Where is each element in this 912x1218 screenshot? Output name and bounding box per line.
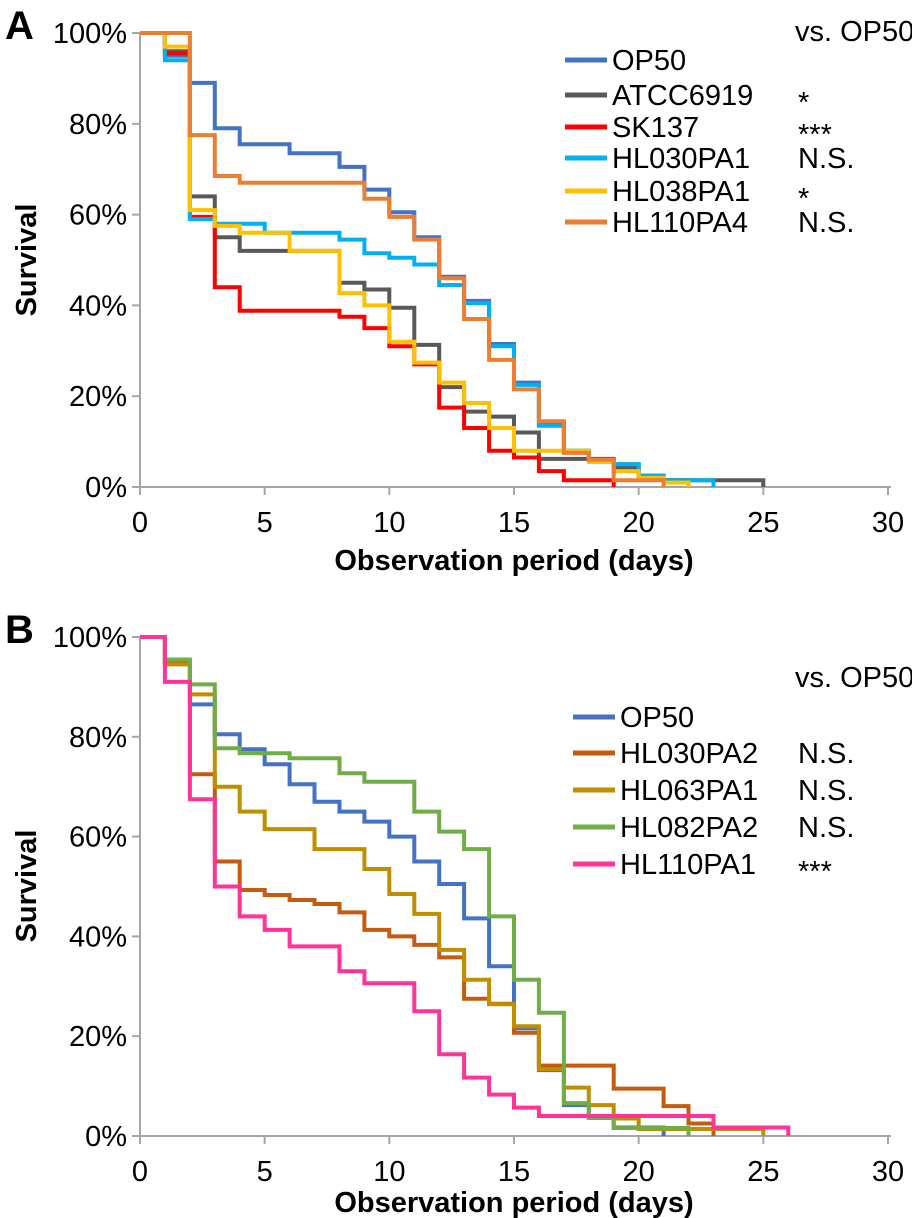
legend-OP50-label: OP50 — [612, 45, 686, 77]
y-tick-label: 40% — [69, 290, 127, 322]
legend-HL038PA1-significance: * — [798, 183, 809, 215]
panel-B: 0% 20% 40% 60% 80% 100% 0 5 10 15 20 25 30 Observatio… — [11, 622, 912, 1218]
y-tick-label: 100% — [53, 18, 127, 50]
y-axis-title: Survival — [11, 204, 43, 317]
x-tick-label: 15 — [498, 1156, 530, 1188]
legend-OP50-label: OP50 — [620, 702, 694, 734]
x-tick-label: 10 — [373, 507, 405, 539]
legend-HL082PA2-significance: N.S. — [798, 812, 854, 844]
legend-HL110PA1-significance: *** — [798, 856, 832, 888]
x-axis-title: Observation period (days) — [334, 1187, 693, 1218]
x-tick-label: 15 — [498, 507, 530, 539]
comparison-note: vs. OP50 — [795, 662, 912, 694]
y-tick-label: 20% — [69, 381, 127, 413]
x-tick-label: 20 — [623, 507, 655, 539]
axis-lines — [139, 637, 891, 1137]
y-tick-label: 60% — [69, 200, 127, 232]
y-tick-label: 80% — [69, 109, 127, 141]
x-tick-label: 30 — [872, 1156, 904, 1188]
y-tick-label: 0% — [85, 1121, 127, 1153]
x-tick-label: 0 — [132, 507, 148, 539]
comparison-note: vs. OP50 — [795, 16, 912, 48]
series-HL030PA2-curve — [140, 635, 716, 1136]
y-tick-label: 100% — [53, 622, 127, 654]
legend-SK137-significance: *** — [798, 119, 832, 151]
x-tick-label: 25 — [747, 507, 779, 539]
legend-HL110PA1-label: HL110PA1 — [620, 849, 756, 881]
legend-HL110PA4-label: HL110PA4 — [612, 207, 748, 239]
legend-HL110PA4-significance: N.S. — [798, 207, 854, 239]
y-tick-label: 0% — [85, 472, 127, 504]
y-tick-label: 60% — [69, 822, 127, 854]
legend-HL030PA2-label: HL030PA2 — [620, 738, 758, 770]
legend-HL082PA2-label: HL082PA2 — [620, 812, 758, 844]
y-tick-label: 40% — [69, 921, 127, 953]
x-tick-label: 20 — [623, 1156, 655, 1188]
panel-b-letter: B — [5, 608, 34, 652]
legend-HL063PA1-label: HL063PA1 — [620, 775, 758, 807]
series-HL082PA2-curve — [140, 635, 691, 1136]
series-SK137-curve — [140, 31, 616, 487]
y-axis-title: Survival — [11, 830, 43, 943]
legend-ATCC6919-significance: * — [798, 87, 809, 119]
series-HL110PA4-curve — [140, 31, 666, 487]
series-HL063PA1-curve — [140, 635, 766, 1136]
series-HL110PA1-curve — [140, 635, 791, 1136]
legend-HL030PA1-label: HL030PA1 — [612, 143, 750, 175]
x-tick-label: 5 — [257, 1156, 273, 1188]
legend-HL030PA1-significance: N.S. — [798, 143, 854, 175]
x-tick-label: 25 — [747, 1156, 779, 1188]
legend-HL063PA1-significance: N.S. — [798, 775, 854, 807]
legend-HL030PA2-significance: N.S. — [798, 738, 854, 770]
panel-A: 0% 20% 40% 60% 80% 100% 0 5 10 15 20 25 30 Observatio… — [11, 16, 912, 577]
x-tick-label: 5 — [257, 507, 273, 539]
legend-SK137-label: SK137 — [612, 112, 699, 144]
panel-a-letter: A — [5, 4, 34, 48]
y-tick-label: 80% — [69, 722, 127, 754]
x-tick-label: 10 — [373, 1156, 405, 1188]
legend-HL038PA1-label: HL038PA1 — [612, 176, 750, 208]
y-tick-label: 20% — [69, 1021, 127, 1053]
legend-ATCC6919-label: ATCC6919 — [612, 80, 753, 112]
x-tick-label: 0 — [132, 1156, 148, 1188]
x-axis-title: Observation period (days) — [334, 545, 693, 577]
x-tick-label: 30 — [872, 507, 904, 539]
